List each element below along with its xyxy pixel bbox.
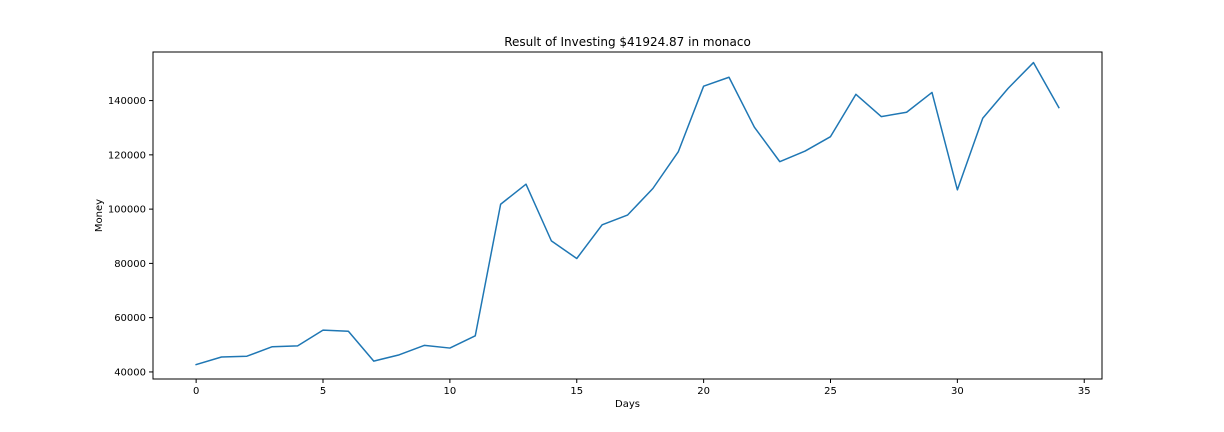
x-tick-label: 25 xyxy=(824,386,837,397)
y-axis-ticks: 40000 60000 80000 100000 120000 140000 xyxy=(108,96,153,378)
x-tick-label: 20 xyxy=(697,386,710,397)
y-tick-label: 100000 xyxy=(108,205,146,216)
series-line-money xyxy=(195,61,1060,366)
y-tick-label: 80000 xyxy=(114,259,146,270)
x-axis-ticks: 0 5 10 15 20 25 30 35 xyxy=(193,379,1091,397)
plot-frame xyxy=(152,51,1103,380)
y-tick-label: 120000 xyxy=(108,150,146,161)
x-tick-label: 0 xyxy=(193,386,199,397)
y-tick-label: 60000 xyxy=(114,313,146,324)
x-tick-label: 5 xyxy=(320,386,326,397)
axes-layer xyxy=(152,51,1103,380)
y-tick-label: 140000 xyxy=(108,96,146,107)
y-axis-label: Money xyxy=(94,199,105,232)
x-tick-label: 35 xyxy=(1078,386,1091,397)
y-tick-label: 40000 xyxy=(114,367,146,378)
x-axis-label: Days xyxy=(615,399,640,410)
x-tick-label: 10 xyxy=(444,386,457,397)
x-tick-label: 30 xyxy=(951,386,964,397)
x-tick-label: 15 xyxy=(570,386,583,397)
chart-title: Result of Investing $41924.87 in monaco xyxy=(504,35,751,49)
series-layer xyxy=(195,61,1060,366)
